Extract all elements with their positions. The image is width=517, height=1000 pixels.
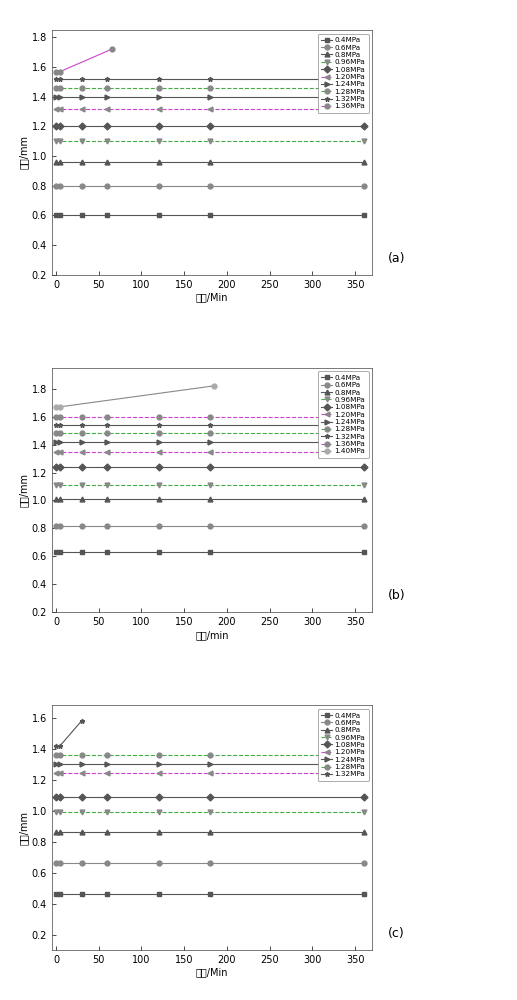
X-axis label: 时间/Min: 时间/Min (196, 292, 228, 302)
Y-axis label: 位移/mm: 位移/mm (19, 811, 28, 845)
X-axis label: 时间/Min: 时间/Min (196, 968, 228, 978)
Text: (b): (b) (388, 589, 405, 602)
Legend: 0.4MPa, 0.6MPa, 0.8MPa, 0.96MPa, 1.08MPa, 1.20MPa, 1.24MPa, 1.28MPa, 1.32MPa, 1.: 0.4MPa, 0.6MPa, 0.8MPa, 0.96MPa, 1.08MPa… (317, 371, 369, 458)
Text: (c): (c) (388, 927, 404, 940)
X-axis label: 时间/min: 时间/min (195, 630, 229, 640)
Y-axis label: 位移/mm: 位移/mm (19, 473, 28, 507)
Legend: 0.4MPa, 0.6MPa, 0.8MPa, 0.96MPa, 1.08MPa, 1.20MPa, 1.24MPa, 1.28MPa, 1.32MPa, 1.: 0.4MPa, 0.6MPa, 0.8MPa, 0.96MPa, 1.08MPa… (317, 34, 369, 113)
Text: (a): (a) (388, 252, 405, 265)
Legend: 0.4MPa, 0.6MPa, 0.8MPa, 0.96MPa, 1.08MPa, 1.20MPa, 1.24MPa, 1.28MPa, 1.32MPa: 0.4MPa, 0.6MPa, 0.8MPa, 0.96MPa, 1.08MPa… (317, 709, 369, 781)
Y-axis label: 位移/mm: 位移/mm (19, 135, 28, 169)
